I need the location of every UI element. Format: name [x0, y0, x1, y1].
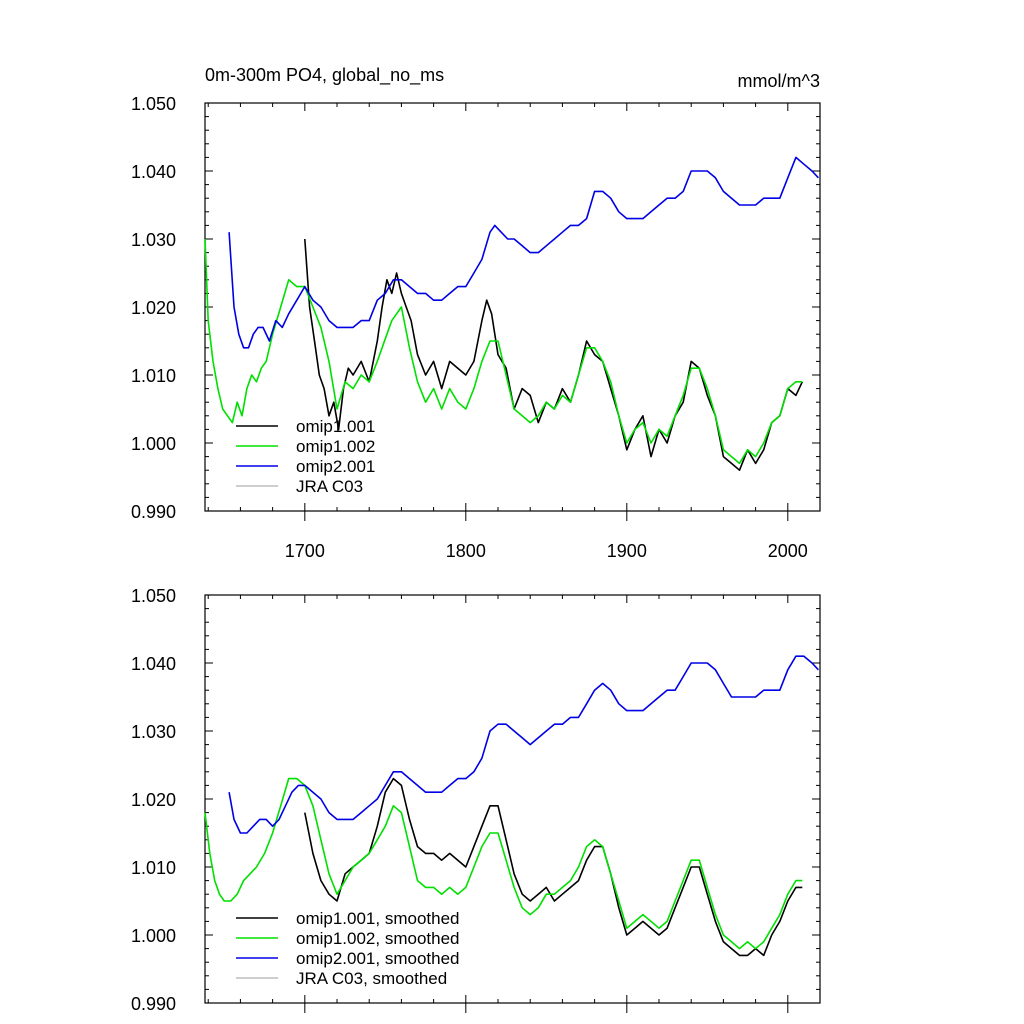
- top-panel: 0m-300m PO4, global_no_ms mmol/m^3 0.990…: [131, 65, 821, 561]
- series-line-omip1-001-smoothed: [304, 777, 803, 957]
- series-line-omip1-001: [304, 238, 804, 472]
- series-line-omip2-001-smoothed: [228, 655, 819, 834]
- y-tick-label: 1.040: [131, 654, 176, 674]
- y-tick-label: 1.000: [131, 926, 176, 946]
- top-x-tick-labels: 1700 1800 1900 2000: [285, 541, 808, 561]
- y-tick-label: 1.000: [131, 434, 176, 454]
- y-tick-label: 0.990: [131, 994, 176, 1014]
- y-tick-label: 1.030: [131, 722, 176, 742]
- y-tick-label: 1.030: [131, 230, 176, 250]
- legend-label: omip1.002: [296, 437, 375, 456]
- y-tick-label: 1.010: [131, 858, 176, 878]
- y-tick-label: 1.050: [131, 586, 176, 606]
- bottom-tick-marks: [205, 594, 821, 1013]
- x-tick-label: 1700: [285, 541, 325, 561]
- bottom-panel: 0.990 1.000 1.010 1.020 1.030 1.040 1.050 omip…: [131, 586, 821, 1014]
- x-tick-label: 1800: [446, 541, 486, 561]
- top-series-lines: [204, 156, 819, 472]
- legend-label: omip1.001, smoothed: [296, 909, 460, 928]
- top-y-tick-labels: 0.990 1.000 1.010 1.020 1.030 1.040 1.050: [131, 94, 176, 522]
- legend-label: omip2.001, smoothed: [296, 949, 460, 968]
- legend-label: omip1.001: [296, 417, 375, 436]
- bottom-series-lines: [204, 655, 819, 957]
- top-chart-title: 0m-300m PO4, global_no_ms: [205, 65, 444, 86]
- y-tick-label: 1.010: [131, 366, 176, 386]
- series-line-omip1-002: [204, 238, 803, 465]
- series-line-omip1-002-smoothed: [204, 777, 803, 950]
- bottom-y-tick-labels: 0.990 1.000 1.010 1.020 1.030 1.040 1.050: [131, 586, 176, 1014]
- legend-label: omip2.001: [296, 457, 375, 476]
- y-tick-label: 1.020: [131, 298, 176, 318]
- top-chart-units: mmol/m^3: [738, 71, 820, 91]
- legend-label: omip1.002, smoothed: [296, 929, 460, 948]
- top-tick-marks: [205, 102, 821, 521]
- x-tick-label: 2000: [768, 541, 808, 561]
- x-tick-label: 1900: [607, 541, 647, 561]
- legend-label: JRA C03, smoothed: [296, 969, 447, 988]
- y-tick-label: 0.990: [131, 502, 176, 522]
- series-line-omip2-001: [228, 156, 819, 349]
- y-tick-label: 1.050: [131, 94, 176, 114]
- legend-label: JRA C03: [296, 477, 363, 496]
- y-tick-label: 1.020: [131, 790, 176, 810]
- y-tick-label: 1.040: [131, 162, 176, 182]
